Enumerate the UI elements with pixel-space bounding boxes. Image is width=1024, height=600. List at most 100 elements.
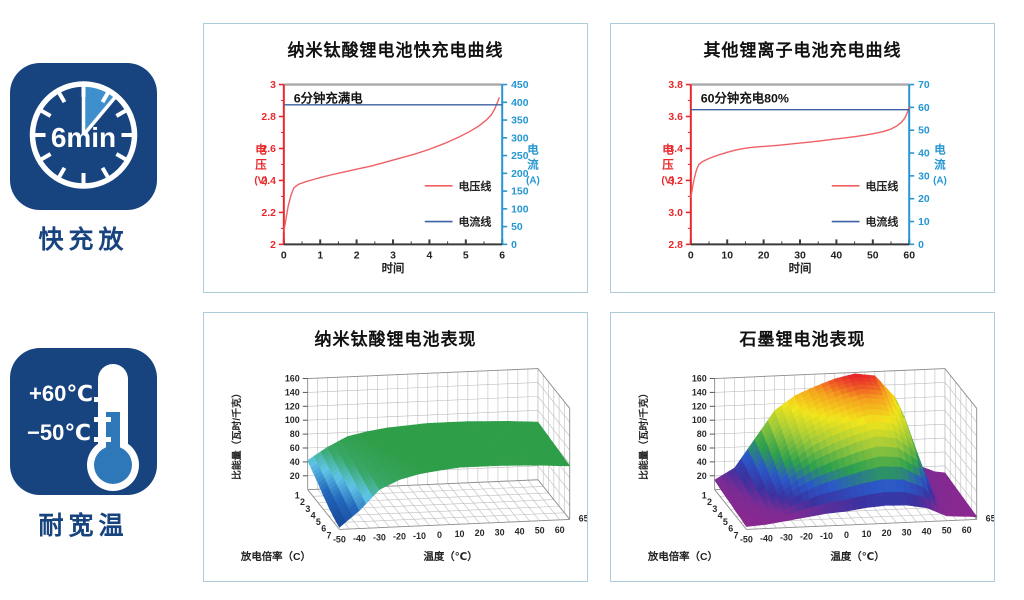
svg-text:-20: -20 — [393, 532, 406, 542]
svg-text:60: 60 — [555, 525, 565, 535]
svg-text:电压线: 电压线 — [459, 179, 492, 193]
svg-text:1: 1 — [317, 250, 323, 261]
svg-text:-40: -40 — [353, 533, 366, 543]
svg-text:20: 20 — [475, 528, 485, 538]
svg-text:60分钟充电80%: 60分钟充电80% — [701, 90, 789, 105]
svg-text:-40: -40 — [760, 533, 773, 543]
svg-text:1: 1 — [702, 491, 707, 501]
svg-text:0: 0 — [511, 240, 517, 251]
svg-text:6分钟充满电: 6分钟充满电 — [294, 90, 363, 105]
x-axis: 0 1 2 3 4 5 6 — [281, 239, 505, 261]
svg-text:0: 0 — [918, 240, 924, 251]
panel-lto-surface: 20 40 60 80 100 120 140 160 1 2 3 4 5 6 7 -50 -40 -30 -20-… — [203, 312, 588, 582]
temp-low-text: −50℃ — [27, 420, 91, 445]
clock-hand — [82, 94, 118, 137]
svg-text:3.6: 3.6 — [668, 112, 683, 123]
svg-text:电流线: 电流线 — [459, 214, 492, 228]
svg-text:20: 20 — [882, 528, 892, 538]
svg-text:电: 电 — [527, 143, 539, 157]
svg-text:2.8: 2.8 — [668, 240, 683, 251]
temp-axis: -50 -40 -30 -20 -10 0 10 20 30 40 50 60 65 — [740, 513, 994, 544]
svg-text:3: 3 — [390, 250, 396, 261]
chart-title: 纳米钛酸锂电池表现 — [314, 330, 477, 349]
series-电压线 — [690, 106, 910, 199]
panel-other-liion-curve: 2.8 3.0 3.2 3.4 3.6 3.8 0 10 20 30 40 50 60 70 0 10 20 30… — [610, 23, 995, 293]
svg-text:7: 7 — [327, 530, 332, 540]
svg-text:100: 100 — [285, 415, 300, 425]
thermometer-icon: +60℃ −50℃ — [10, 348, 157, 495]
svg-text:40: 40 — [290, 457, 300, 467]
svg-text:2.8: 2.8 — [261, 112, 276, 123]
wide-temp-label: 耐宽温 — [38, 512, 129, 540]
svg-text:放电倍率（C）: 放电倍率（C） — [240, 550, 311, 563]
svg-text:40: 40 — [697, 457, 707, 467]
svg-text:(V): (V) — [254, 175, 267, 186]
svg-text:(V): (V) — [661, 175, 674, 186]
svg-text:-20: -20 — [800, 532, 813, 542]
svg-text:300: 300 — [511, 133, 529, 144]
svg-text:电: 电 — [934, 143, 946, 157]
annotation: 6分钟充满电 — [294, 90, 363, 105]
svg-text:0: 0 — [437, 530, 442, 540]
svg-text:0: 0 — [688, 250, 694, 261]
svg-text:3: 3 — [270, 80, 276, 91]
svg-text:20: 20 — [290, 471, 300, 481]
svg-text:30: 30 — [794, 250, 806, 261]
svg-text:200: 200 — [511, 169, 529, 180]
surface — [307, 420, 571, 528]
svg-text:60: 60 — [903, 250, 915, 261]
temp-axis: -50 -40 -30 -20 -10 0 10 20 30 40 50 60 65 — [333, 513, 587, 544]
chart-title: 纳米钛酸锂电池快充电曲线 — [287, 41, 504, 60]
svg-text:放电倍率（C）: 放电倍率（C） — [647, 550, 718, 563]
svg-text:400: 400 — [511, 98, 529, 109]
svg-text:3: 3 — [712, 504, 717, 514]
temp-high-text: +60℃ — [29, 381, 93, 406]
svg-text:-10: -10 — [413, 531, 426, 541]
svg-text:6: 6 — [499, 250, 505, 261]
svg-text:7: 7 — [734, 530, 739, 540]
svg-text:60: 60 — [697, 443, 707, 453]
svg-text:2: 2 — [707, 497, 712, 507]
svg-text:70: 70 — [918, 80, 930, 91]
svg-text:0: 0 — [844, 530, 849, 540]
svg-text:20: 20 — [918, 194, 930, 205]
svg-text:电: 电 — [255, 143, 267, 157]
svg-text:250: 250 — [511, 151, 529, 162]
svg-text:50: 50 — [511, 222, 523, 233]
svg-text:140: 140 — [285, 387, 300, 397]
svg-text:3: 3 — [305, 504, 310, 514]
svg-text:40: 40 — [918, 149, 930, 160]
svg-text:60: 60 — [962, 525, 972, 535]
svg-text:0: 0 — [281, 250, 287, 261]
svg-text:150: 150 — [511, 187, 529, 198]
right-axis: 0 10 20 30 40 50 60 70 — [909, 80, 930, 251]
svg-text:电: 电 — [662, 143, 674, 157]
fast-charge-badge: 6min — [10, 63, 157, 210]
svg-text:20: 20 — [758, 250, 770, 261]
svg-text:(A): (A) — [933, 175, 947, 186]
svg-text:30: 30 — [918, 171, 930, 182]
svg-text:450: 450 — [511, 80, 529, 91]
svg-text:65: 65 — [986, 513, 994, 523]
svg-text:140: 140 — [692, 387, 707, 397]
panel-lto-charge-curve: 2 2.2 2.4 2.6 2.8 3 0 50 100 150 200 250 300 350 400 45… — [203, 23, 588, 293]
right-axis: 0 50 100 150 200 250 300 350 400 450 — [502, 80, 529, 251]
svg-text:10: 10 — [862, 529, 872, 539]
svg-text:2.6: 2.6 — [261, 144, 276, 155]
clock-time-text: 6min — [51, 122, 116, 153]
clock-icon: 6min — [10, 63, 157, 210]
svg-text:温度（℃）: 温度（℃） — [830, 550, 884, 563]
thermometer-scale-ticks — [94, 397, 111, 442]
svg-text:120: 120 — [692, 401, 707, 411]
svg-text:80: 80 — [697, 429, 707, 439]
thermometer-mercury — [94, 446, 132, 484]
svg-text:60: 60 — [290, 443, 300, 453]
annotation: 60分钟充电80% — [701, 90, 789, 105]
svg-text:2: 2 — [354, 250, 360, 261]
svg-text:80: 80 — [290, 429, 300, 439]
svg-text:350: 350 — [511, 116, 529, 127]
svg-text:3.8: 3.8 — [668, 80, 683, 91]
